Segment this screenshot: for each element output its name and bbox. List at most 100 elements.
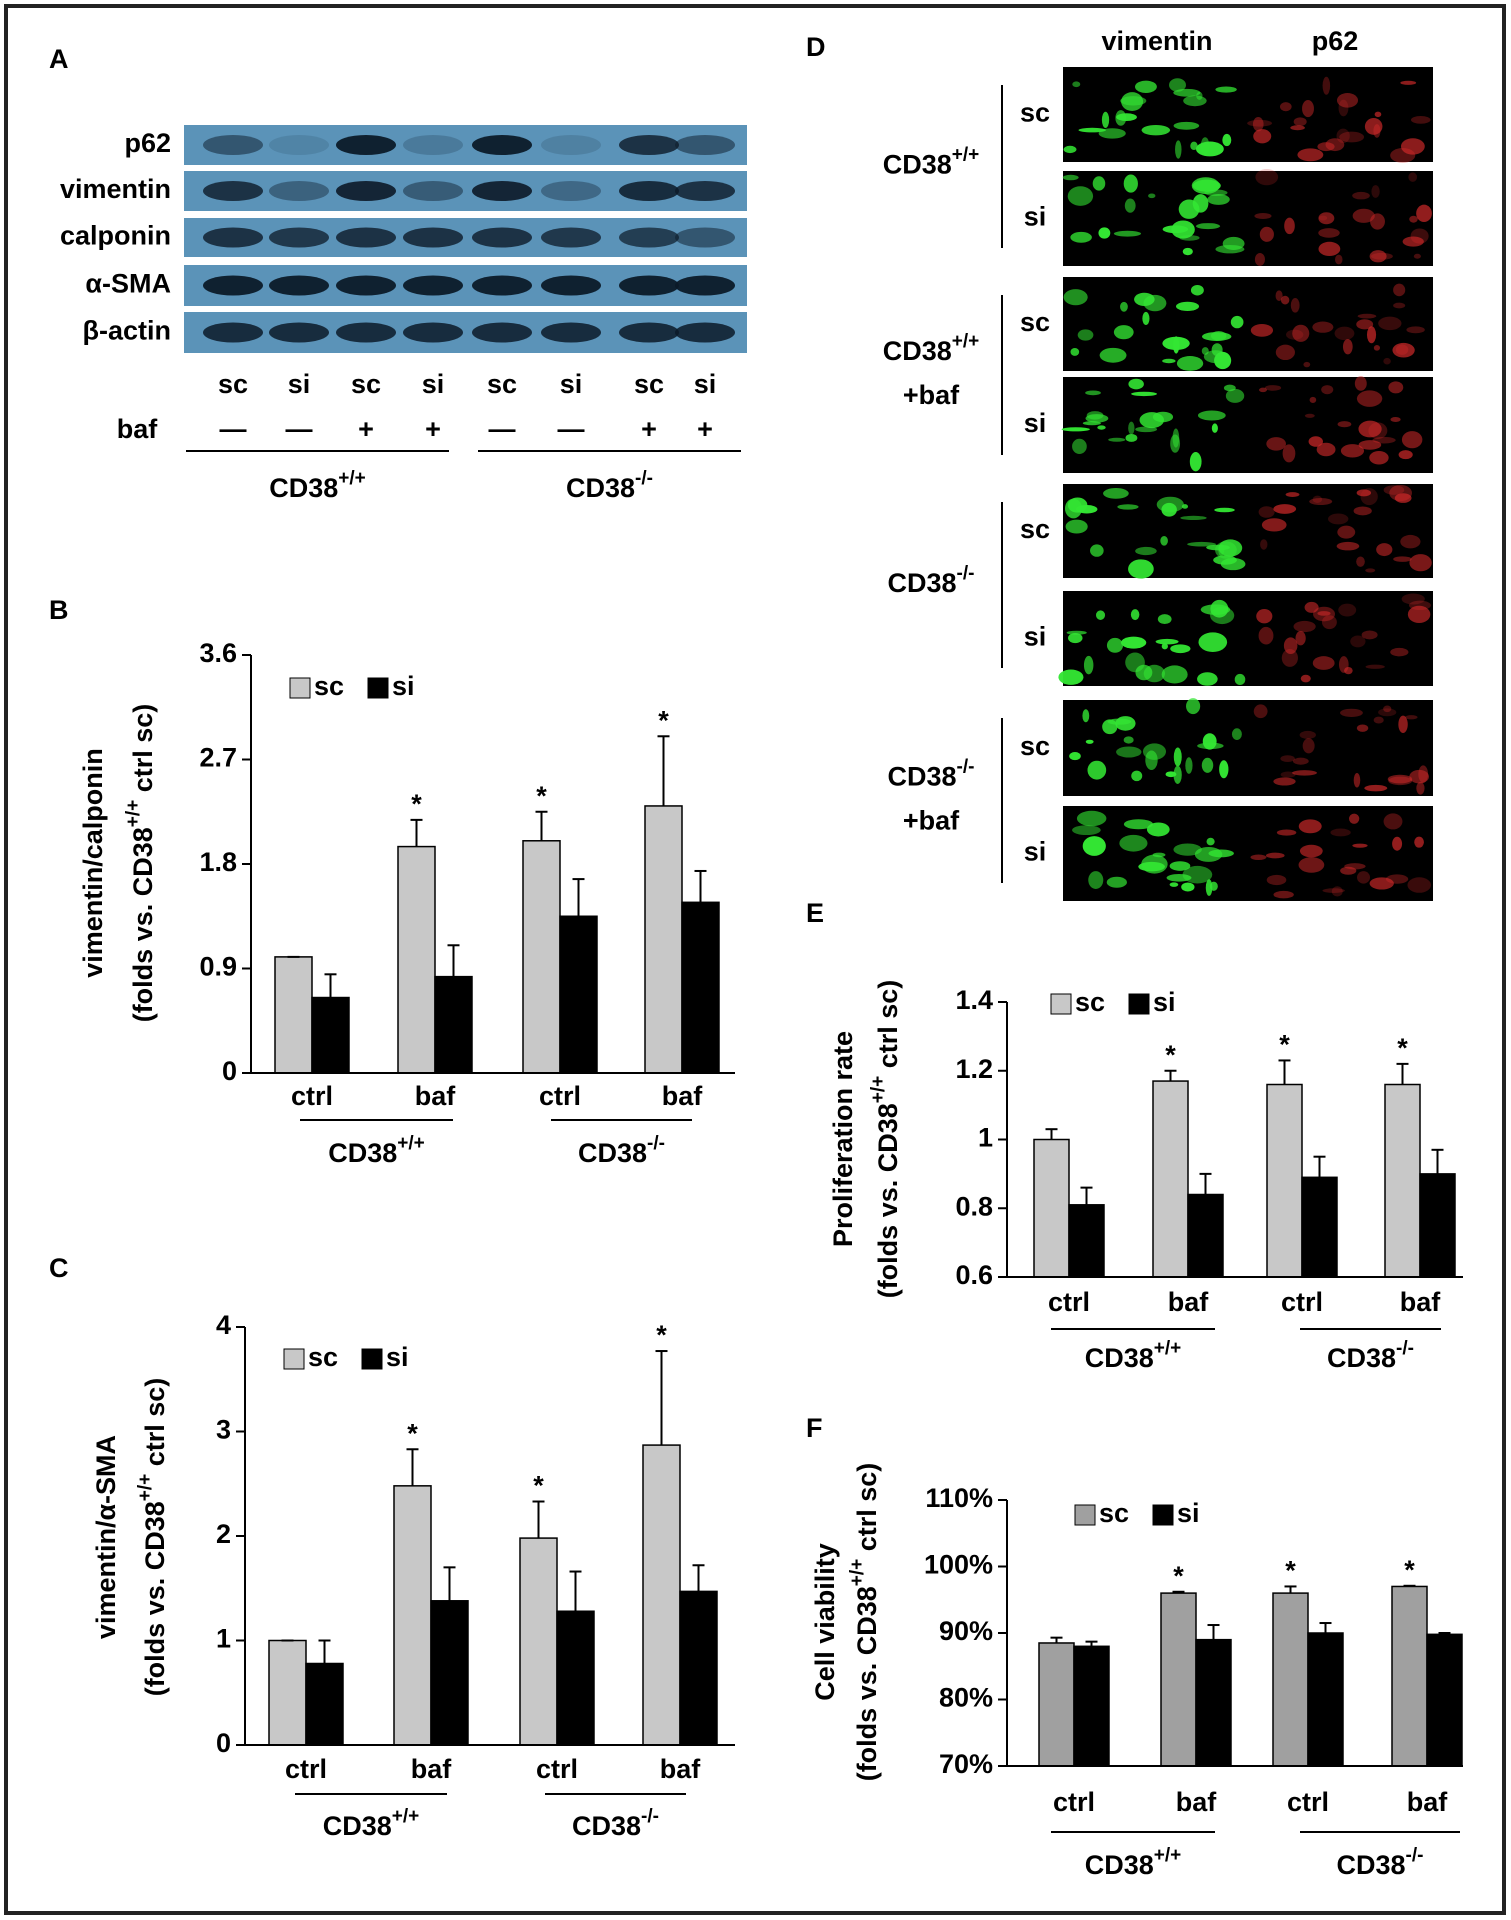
p62-signal [1286,329,1304,340]
vimentin-signal [1222,133,1232,147]
bar [1038,1642,1075,1767]
p62-signal [1300,674,1311,683]
lane-label: si [694,369,717,399]
bar [393,1485,432,1746]
group-label-part: -/- [647,1133,665,1154]
vimentin-signal [1128,421,1135,435]
p62-signal [1416,204,1432,223]
p62-signal [1298,857,1325,873]
panel-label: B [49,595,69,625]
p62-signal [1318,215,1328,221]
blot-band [675,135,735,155]
p62-signal [1350,635,1366,648]
vimentin-signal [1078,127,1106,133]
blot-band [541,135,601,155]
p62-signal [1273,504,1297,514]
blot-band [336,322,396,343]
y-tick-label: 1.2 [955,1054,993,1084]
group-label: CD38+/+ [1085,1845,1182,1880]
row-label: si [1024,622,1047,652]
legend-swatch [1152,1504,1174,1526]
blot-band [203,135,263,155]
p62-signal [1361,630,1378,640]
blot-band [203,181,263,201]
group-label: CD38+/+ [328,1133,425,1168]
p62-signal [1366,326,1377,344]
p62-signal [1259,226,1274,242]
micrograph [1063,591,1433,686]
vimentin-signal [1128,378,1144,390]
y-axis-label-part: (folds vs. CD38 [140,1501,170,1696]
vimentin-signal [1095,610,1106,620]
vimentin-signal [1070,231,1092,243]
bar [397,845,436,1074]
group-label-part: CD38 [566,473,635,503]
bar [1195,1638,1232,1767]
bar [642,1444,681,1746]
vimentin-signal [1160,535,1168,546]
p62-signal [1313,606,1336,622]
x-tick-label: baf [1407,1787,1449,1817]
y-tick-label: 0.6 [955,1260,993,1290]
vimentin-signal [1141,125,1171,136]
group-label: CD38-/- [888,563,975,598]
vimentin-signal [1131,770,1143,782]
vimentin-signal [1197,672,1218,686]
vimentin-signal [1097,425,1106,430]
group-label-part: +/+ [952,331,979,352]
y-tick-label: 1 [978,1123,993,1153]
vimentin-signal [1162,358,1176,364]
baf-mark: — [220,414,247,444]
significance-star: * [656,1320,667,1350]
p62-signal [1318,228,1340,238]
x-tick-label: ctrl [1053,1787,1095,1817]
p62-signal [1308,436,1323,447]
blot-band [403,181,463,201]
blot-band [675,322,735,343]
p62-signal [1317,611,1331,616]
group-label-extra: +baf [903,380,960,410]
p62-signal [1250,323,1274,337]
vimentin-signal [1068,632,1083,644]
p62-signal [1378,708,1397,717]
p62-signal [1298,819,1322,834]
significance-star: * [411,789,422,819]
vimentin-signal [1195,141,1224,157]
vimentin-signal [1072,81,1081,88]
group-label-part: +/+ [392,1806,419,1827]
vimentin-signal [1173,121,1200,130]
blot-band [336,275,396,296]
baf-mark: + [425,414,441,444]
significance-star: * [536,781,547,811]
lane-label: sc [351,369,381,399]
p62-signal [1334,326,1355,341]
group-label-part: +/+ [1154,1338,1181,1359]
p62-signal [1250,854,1267,861]
p62-signal [1407,877,1432,893]
blot-band [336,135,396,155]
vimentin-signal [1090,544,1104,557]
bar [1301,1176,1338,1278]
lane-label: si [422,369,445,399]
group-label: CD38-/- [566,468,653,503]
vimentin-signal [1180,515,1207,521]
p62-signal [1280,771,1296,778]
p62-signal [1364,784,1388,792]
significance-star: * [1404,1555,1415,1585]
p62-signal [1409,215,1418,223]
p62-signal [1364,118,1383,135]
vimentin-signal [1085,390,1101,396]
p62-signal [1405,715,1418,720]
blot-band [472,322,532,343]
vimentin-signal [1065,519,1088,534]
blot-band [541,227,601,248]
p62-signal [1393,302,1406,309]
p62-signal [1330,828,1351,837]
p62-signal [1392,342,1415,358]
group-label: CD38-/- [888,757,975,792]
y-axis-label: (folds vs. CD38+/+ ctrl sc) [135,1378,170,1697]
x-tick-label: ctrl [536,1754,578,1784]
vimentin-signal [1138,861,1165,872]
p62-signal [1260,539,1268,550]
p62-signal [1327,513,1349,525]
